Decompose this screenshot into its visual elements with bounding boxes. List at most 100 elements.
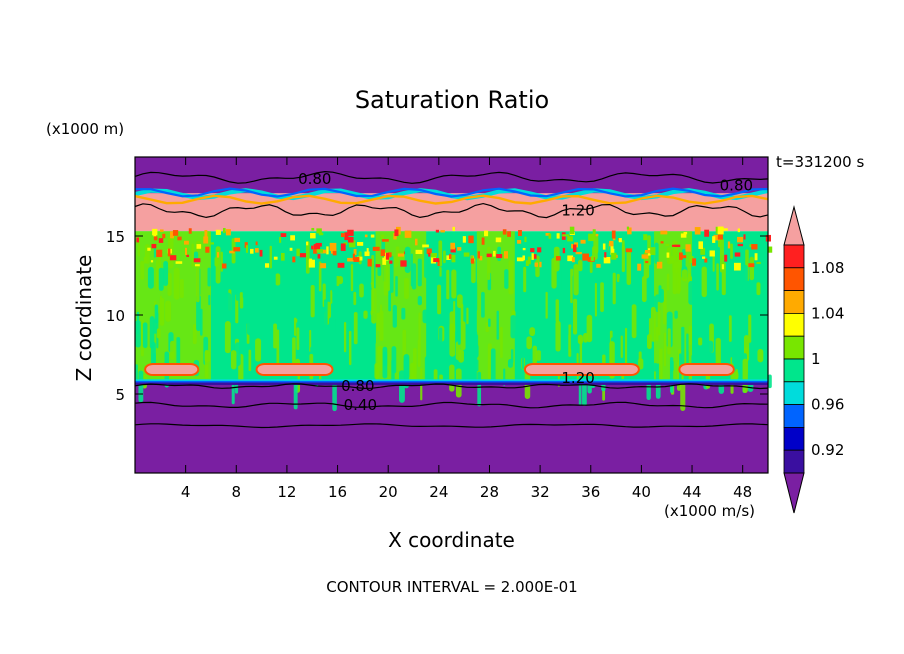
colorbar-label: 1.08: [811, 259, 844, 277]
texture-speckle: [299, 253, 306, 258]
texture-streak: [707, 340, 714, 353]
texture-streak: [426, 311, 433, 329]
texture-speckle: [470, 258, 475, 264]
texture-streak: [698, 337, 703, 346]
texture-streak: [167, 272, 172, 296]
texture-streak: [388, 290, 392, 312]
texture-streak: [616, 273, 620, 283]
texture-streak: [191, 243, 194, 267]
texture-streak: [179, 279, 184, 299]
texture-streak: [688, 325, 693, 346]
texture-speckle: [210, 242, 214, 245]
texture-speckle: [671, 244, 676, 247]
texture-speckle: [393, 233, 397, 240]
texture-speckle: [596, 263, 601, 268]
texture-speckle: [281, 252, 285, 261]
texture-speckle: [756, 261, 761, 264]
texture-streak: [535, 350, 542, 361]
texture-streak: [467, 307, 473, 334]
field-layer-3: [135, 381, 768, 473]
texture-speckle: [290, 235, 296, 241]
texture-speckle: [612, 238, 616, 241]
texture-speckle: [698, 241, 703, 249]
texture-streak: [617, 310, 622, 339]
texture-speckle: [567, 236, 573, 242]
texture-streak: [519, 292, 522, 314]
texture-speckle: [479, 255, 483, 261]
texture-streak: [391, 346, 397, 374]
texture-speckle: [572, 244, 577, 253]
texture-speckle: [255, 241, 258, 246]
x-tick-label: 4: [181, 483, 191, 501]
texture-streak: [401, 307, 406, 320]
texture-streak: [335, 301, 341, 335]
texture-speckle: [611, 230, 616, 239]
texture-streak: [508, 260, 514, 295]
texture-speckle: [308, 259, 315, 268]
field-texture: [134, 187, 773, 412]
y-tick-label: 15: [106, 228, 125, 246]
texture-streak: [666, 273, 670, 291]
texture-speckle: [457, 247, 462, 251]
texture-speckle: [486, 253, 492, 258]
texture-streak: [404, 246, 411, 273]
texture-streak: [395, 246, 400, 264]
texture-speckle: [385, 252, 390, 260]
texture-speckle: [367, 258, 372, 267]
texture-speckle: [310, 232, 316, 239]
texture-speckle: [404, 230, 412, 238]
texture-streak: [562, 323, 569, 337]
texture-streak: [242, 270, 246, 299]
texture-streak: [688, 280, 695, 305]
texture-speckle: [734, 252, 741, 257]
texture-speckle: [668, 255, 674, 264]
texture-streak: [732, 371, 739, 380]
texture-streak: [583, 346, 586, 355]
contour-1-20-upper: [134, 202, 769, 219]
texture-streak: [138, 370, 144, 403]
texture-streak: [715, 337, 721, 366]
texture-streak: [411, 263, 417, 290]
texture-streak: [728, 315, 732, 342]
texture-streak: [510, 349, 514, 364]
texture-speckle: [516, 257, 524, 262]
texture-streak: [720, 306, 724, 319]
texture-streak: [359, 283, 364, 298]
texture-speckle: [225, 229, 231, 236]
texture-streak: [767, 374, 772, 389]
texture-speckle: [450, 247, 456, 253]
texture-speckle: [627, 227, 632, 235]
contour-label: 0.80: [298, 170, 331, 188]
texture-speckle: [625, 248, 633, 253]
texture-speckle: [366, 248, 369, 256]
texture-speckle: [320, 263, 327, 269]
colorbar-swatch: [783, 290, 805, 314]
texture-streak: [579, 338, 583, 364]
texture-streak: [207, 267, 211, 287]
texture-streak: [458, 349, 464, 363]
texture-streak: [749, 247, 753, 257]
texture-speckle: [496, 254, 503, 259]
texture-streak: [345, 309, 349, 337]
texture-streak: [663, 332, 667, 367]
texture-streak: [309, 329, 312, 352]
texture-streak: [200, 308, 203, 336]
texture-streak: [248, 265, 253, 278]
texture-speckle: [245, 245, 248, 253]
texture-speckle: [446, 255, 451, 261]
texture-streak: [757, 302, 762, 319]
texture-speckle: [172, 230, 179, 236]
texture-streak: [443, 250, 446, 264]
texture-speckle: [717, 234, 723, 240]
texture-streak: [500, 326, 503, 359]
bottom-transition-2: [135, 382, 768, 385]
texture-streak: [730, 243, 733, 259]
texture-streak: [231, 374, 235, 405]
texture-streak: [417, 339, 421, 367]
texture-speckle: [680, 233, 687, 238]
texture-streak: [631, 304, 637, 339]
x-axis-unit: (x1000 m/s): [664, 502, 756, 520]
texture-streak: [418, 312, 421, 341]
texture-streak: [196, 294, 201, 332]
